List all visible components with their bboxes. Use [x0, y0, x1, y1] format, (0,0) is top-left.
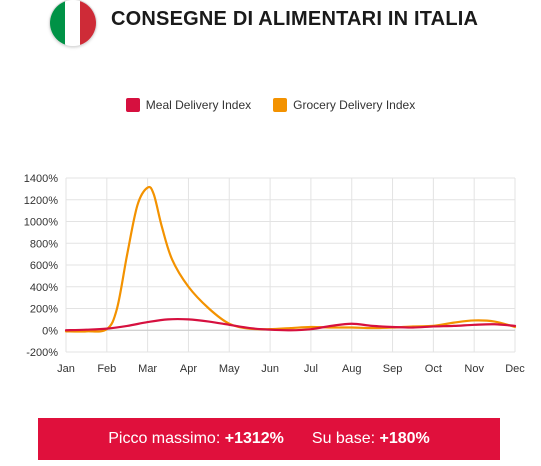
x-tick-label: Sep: [383, 363, 403, 375]
x-tick-label: Oct: [425, 363, 442, 375]
x-tick-label: Dec: [505, 363, 525, 375]
x-tick-label: Jul: [304, 363, 318, 375]
legend-item-grocery[interactable]: Grocery Delivery Index: [273, 98, 415, 112]
legend-label-meal: Meal Delivery Index: [145, 98, 252, 112]
y-tick-label: -200%: [26, 347, 58, 359]
peak-value: +1312%: [224, 430, 284, 447]
x-tick-label: Jan: [57, 363, 75, 375]
chart-legend: Meal Delivery Index Grocery Delivery Ind…: [0, 98, 541, 112]
page-title: CONSEGNE DI ALIMENTARI IN ITALIA: [111, 8, 479, 30]
y-tick-label: 800%: [30, 238, 58, 250]
y-tick-label: 600%: [30, 260, 58, 272]
y-tick-label: 1400%: [24, 173, 58, 185]
x-tick-label: Mar: [138, 363, 157, 375]
summary-banner: Picco massimo: +1312% Su base: +180%: [38, 418, 500, 460]
y-tick-label: 0%: [42, 325, 58, 337]
italian-flag-icon: [50, 0, 96, 46]
peak-label: Picco massimo:: [108, 430, 221, 447]
base-value: +180%: [379, 430, 430, 447]
x-tick-label: Nov: [464, 363, 484, 375]
x-tick-label: Aug: [342, 363, 362, 375]
y-tick-label: 1200%: [24, 195, 58, 207]
x-tick-label: May: [219, 363, 240, 375]
series-line-grocery: [64, 185, 517, 333]
series-line-meal: [64, 317, 517, 332]
base-label: Su base:: [311, 430, 376, 447]
y-tick-label: 400%: [30, 282, 58, 294]
y-tick-label: 200%: [30, 304, 58, 316]
x-tick-label: Feb: [97, 363, 116, 375]
line-chart: 1400% 1200% 1000% 800% 600% 400% 200% 0% -200% Ja…: [24, 173, 526, 375]
y-tick-label: 1000%: [24, 217, 58, 229]
x-tick-label: Apr: [180, 363, 197, 375]
legend-swatch-meal: [125, 98, 140, 112]
legend-swatch-grocery: [273, 98, 288, 112]
legend-item-meal[interactable]: Meal Delivery Index: [125, 98, 252, 112]
legend-label-grocery: Grocery Delivery Index: [293, 98, 416, 112]
x-tick-label: Jun: [261, 363, 279, 375]
